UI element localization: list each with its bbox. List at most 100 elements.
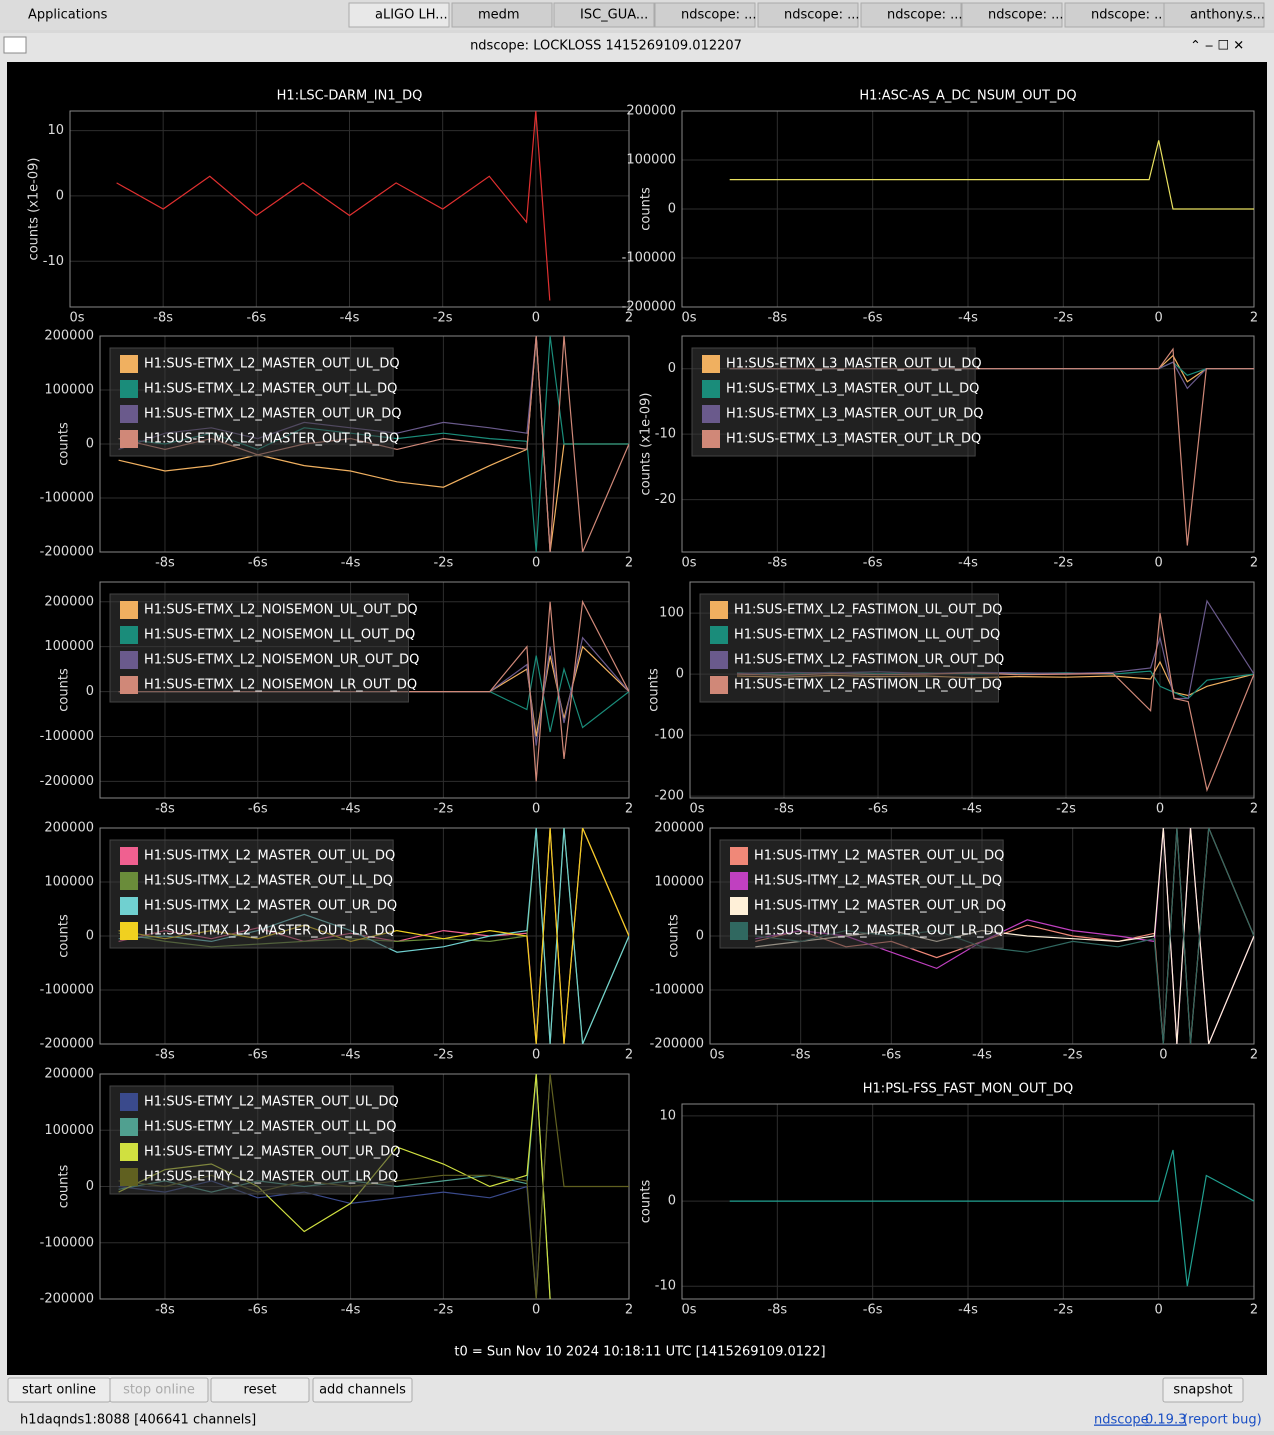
legend-swatch <box>730 897 748 915</box>
task-button[interactable] <box>654 2 756 28</box>
legend-swatch <box>710 676 728 694</box>
y-tick-label: -20 <box>655 492 676 507</box>
legend-box <box>691 347 976 457</box>
legend-label: H1:SUS-ETMX_L2_NOISEMON_LL_OUT_DQ <box>144 628 415 643</box>
legend-swatch <box>120 380 138 398</box>
task-button[interactable] <box>553 2 655 28</box>
task-label[interactable]: ndscope: ... <box>1091 8 1167 23</box>
task-label[interactable]: ndscope: ... <box>784 8 860 23</box>
x-tick-label: -4s <box>958 556 978 571</box>
x-tick-label: -4s <box>341 556 361 571</box>
task-label[interactable]: ndscope: ... <box>988 8 1064 23</box>
x-tick-label: -6s <box>248 556 268 571</box>
y-tick-label: 100000 <box>654 875 704 890</box>
task-button[interactable] <box>860 2 962 28</box>
legend-swatch <box>702 380 720 398</box>
app-link[interactable]: ndscope <box>1094 1413 1149 1428</box>
trace <box>118 336 629 552</box>
legend-swatch <box>120 355 138 373</box>
legend-label: H1:SUS-ETMX_L2_NOISEMON_UL_OUT_DQ <box>144 603 418 618</box>
legend-label: H1:SUS-ETMX_L2_FASTIMON_LR_OUT_DQ <box>734 678 1002 693</box>
task-label[interactable]: ISC_GUA... <box>580 8 648 23</box>
y-axis-label: counts <box>639 1180 654 1224</box>
task-button[interactable] <box>1163 2 1265 28</box>
x-tick-label: -2s <box>1053 1303 1073 1318</box>
bug-link[interactable]: (report bug) <box>1183 1413 1262 1428</box>
y-tick-label: 0 <box>676 667 684 682</box>
button[interactable] <box>210 1377 310 1403</box>
legend-label: H1:SUS-ITMX_L2_MASTER_OUT_UR_DQ <box>144 899 397 914</box>
legend-box <box>109 347 394 457</box>
y-tick-label: -100000 <box>650 983 704 998</box>
button-label[interactable]: snapshot <box>1173 1383 1232 1398</box>
y-axis-label: counts <box>639 187 654 231</box>
x-tick-label: -2s <box>434 556 454 571</box>
legend-box <box>109 593 409 703</box>
legend-label: H1:SUS-ITMX_L2_MASTER_OUT_UL_DQ <box>144 849 395 864</box>
legend-swatch <box>120 430 138 448</box>
plot-title: H1:PSL-FSS_FAST_MON_OUT_DQ <box>863 1082 1073 1097</box>
task-label[interactable]: medm <box>478 8 520 23</box>
task-button[interactable] <box>961 2 1063 28</box>
x-tick-label: -4s <box>341 802 361 817</box>
x-tick-label: 2 <box>1250 802 1258 817</box>
version-link[interactable]: 0.19.3 <box>1145 1413 1186 1428</box>
legend-label: H1:SUS-ETMX_L3_MASTER_OUT_LR_DQ <box>726 432 981 447</box>
button-label[interactable]: stop online <box>123 1383 195 1398</box>
x-tick-label: 0s <box>69 311 84 326</box>
legend-swatch <box>120 1168 138 1186</box>
x-tick-label: 2 <box>1250 556 1258 571</box>
y-axis-label: counts (x1e-09) <box>639 393 654 496</box>
button-label[interactable]: start online <box>22 1383 96 1398</box>
y-tick-label: 200000 <box>654 821 704 836</box>
x-tick-label: -8s <box>774 802 794 817</box>
button[interactable] <box>109 1377 209 1403</box>
legend-swatch <box>120 872 138 890</box>
y-tick-label: 100000 <box>44 1123 94 1138</box>
y-tick-label: 200000 <box>44 821 94 836</box>
task-label[interactable]: ndscope: ... <box>887 8 963 23</box>
legend-box <box>109 839 394 949</box>
task-button[interactable] <box>451 2 553 28</box>
legend-swatch <box>120 1118 138 1136</box>
plot-title: H1:ASC-AS_A_DC_NSUM_OUT_DQ <box>859 89 1076 104</box>
button-label[interactable]: add channels <box>319 1383 406 1398</box>
plot: counts 200000 100000 0 -100000 -200000 -8s -6s -… <box>40 329 633 571</box>
legend-label: H1:SUS-ETMX_L3_MASTER_OUT_UR_DQ <box>726 407 983 422</box>
x-tick-label: -8s <box>767 1303 787 1318</box>
x-tick-label: 0s <box>681 556 696 571</box>
legend-box <box>109 1085 394 1195</box>
x-tick-label: 2 <box>1250 311 1258 326</box>
axes-frame <box>69 110 630 308</box>
legend-label: H1:SUS-ITMX_L2_MASTER_OUT_LR_DQ <box>144 924 395 939</box>
x-tick-label: -6s <box>881 1048 901 1063</box>
legend-swatch <box>120 601 138 619</box>
legend-label: H1:SUS-ETMX_L2_FASTIMON_UL_OUT_DQ <box>734 603 1003 618</box>
task-button[interactable] <box>348 2 450 28</box>
y-tick-label: 10 <box>47 123 64 138</box>
task-label[interactable]: aLIGO LH... <box>375 8 448 23</box>
y-tick-label: -100000 <box>40 1235 94 1250</box>
legend-swatch <box>730 847 748 865</box>
y-tick-label: -10 <box>655 1279 676 1294</box>
trace <box>729 140 1254 210</box>
task-label[interactable]: Applications <box>28 8 108 23</box>
x-tick-label: -6s <box>248 1303 268 1318</box>
button[interactable] <box>1162 1377 1244 1403</box>
task-label[interactable]: ndscope: ... <box>681 8 757 23</box>
legend-swatch <box>710 626 728 644</box>
y-axis-label: counts <box>57 422 72 466</box>
task-button[interactable] <box>1064 2 1166 28</box>
window-controls[interactable]: ⌃ ‒ ☐ ✕ <box>1190 39 1244 54</box>
button-label[interactable]: reset <box>244 1383 277 1398</box>
task-button[interactable] <box>757 2 859 28</box>
legend-label: H1:SUS-ETMY_L2_MASTER_OUT_LL_DQ <box>144 1120 396 1135</box>
x-tick-label: -4s <box>340 311 360 326</box>
legend-label: H1:SUS-ETMX_L2_NOISEMON_UR_OUT_DQ <box>144 653 419 668</box>
button[interactable] <box>312 1377 413 1403</box>
task-label[interactable]: anthony.s... <box>1190 8 1265 23</box>
y-tick-label: 100 <box>659 606 684 621</box>
